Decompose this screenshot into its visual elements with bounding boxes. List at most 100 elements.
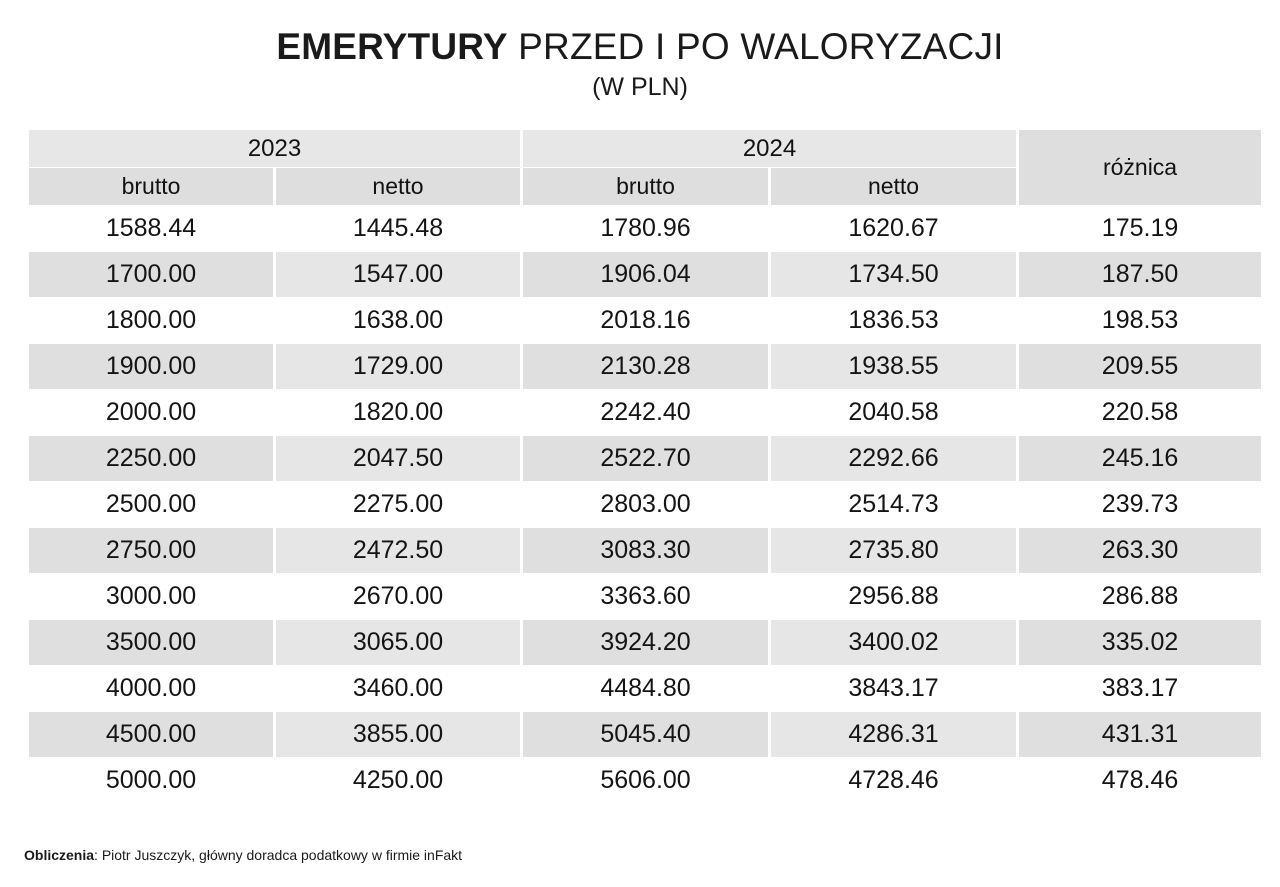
table-row: 4000.00 3460.00 4484.80 3843.17 383.17 [29,666,1262,711]
table-cell: 3924.20 [523,620,769,665]
table-cell: 2522.70 [523,436,769,481]
table-row: 1588.44 1445.48 1780.96 1620.67 175.19 [29,206,1262,251]
table-cell: 1800.00 [29,298,273,343]
table-cell: 478.46 [1019,758,1262,803]
table-cell: 1445.48 [276,206,521,251]
table-cell: 2514.73 [771,482,1017,527]
table-cell: 220.58 [1019,390,1262,435]
header-difference: różnica [1019,130,1262,205]
table-cell: 2242.40 [523,390,769,435]
table-head: 2023 2024 różnica brutto netto brutto ne… [29,130,1262,205]
table-cell: 175.19 [1019,206,1262,251]
table-cell: 1638.00 [276,298,521,343]
table-cell: 335.02 [1019,620,1262,665]
table-cell: 2000.00 [29,390,273,435]
table-cell: 4286.31 [771,712,1017,757]
source-note-separator: : [94,847,102,863]
table-cell: 209.55 [1019,344,1262,389]
table-row: 1700.00 1547.00 1906.04 1734.50 187.50 [29,252,1262,297]
table-row: 4500.00 3855.00 5045.40 4286.31 431.31 [29,712,1262,757]
table-cell: 187.50 [1019,252,1262,297]
table-cell: 3855.00 [276,712,521,757]
header-2023-netto: netto [276,168,521,205]
table-cell: 2750.00 [29,528,273,573]
table-cell: 2500.00 [29,482,273,527]
table-cell: 2018.16 [523,298,769,343]
title-block: EMERYTURY PRZED I PO WALORYZACJI (W PLN) [0,0,1280,103]
table-cell: 1547.00 [276,252,521,297]
table-cell: 2670.00 [276,574,521,619]
header-2023-brutto: brutto [29,168,273,205]
table-cell: 3460.00 [276,666,521,711]
table-cell: 431.31 [1019,712,1262,757]
table-cell: 2047.50 [276,436,521,481]
table-cell: 239.73 [1019,482,1262,527]
table-cell: 2250.00 [29,436,273,481]
table-cell: 1780.96 [523,206,769,251]
table-cell: 263.30 [1019,528,1262,573]
table-row: 2250.00 2047.50 2522.70 2292.66 245.16 [29,436,1262,481]
header-year-2024: 2024 [523,130,1017,167]
table-cell: 5045.40 [523,712,769,757]
table-cell: 3843.17 [771,666,1017,711]
header-2024-netto: netto [771,168,1017,205]
source-note-text: Piotr Juszczyk, główny doradca podatkowy… [101,847,463,863]
table-header-subrow: brutto netto brutto netto [29,168,1261,205]
table-row: 2000.00 1820.00 2242.40 2040.58 220.58 [29,390,1262,435]
table-cell: 2956.88 [771,574,1017,619]
table-cell: 286.88 [1019,574,1262,619]
table-cell: 5000.00 [29,758,273,803]
table-cell: 1588.44 [29,206,273,251]
table-cell: 3083.30 [523,528,769,573]
table-cell: 3363.60 [523,574,769,619]
table-row: 3000.00 2670.00 3363.60 2956.88 286.88 [29,574,1262,619]
table-cell: 1734.50 [771,252,1017,297]
table-cell: 245.16 [1019,436,1262,481]
table-cell: 1620.67 [771,206,1017,251]
table-row: 1800.00 1638.00 2018.16 1836.53 198.53 [29,298,1262,343]
page-subtitle: (W PLN) [592,73,688,101]
table-body: 1588.44 1445.48 1780.96 1620.67 175.19 1700.0… [29,206,1262,803]
table-cell: 4500.00 [29,712,273,757]
table-cell: 1900.00 [29,344,273,389]
table-cell: 1906.04 [523,252,769,297]
table-cell: 4000.00 [29,666,273,711]
table-cell: 2130.28 [523,344,769,389]
page-title: EMERYTURY PRZED I PO WALORYZACJI [0,24,1280,69]
table-cell: 3065.00 [276,620,521,665]
table-cell: 5606.00 [523,758,769,803]
table-cell: 1836.53 [771,298,1017,343]
table-cell: 383.17 [1019,666,1262,711]
table-cell: 1820.00 [276,390,521,435]
table-cell: 3500.00 [29,620,273,665]
header-year-2023: 2023 [29,130,521,167]
table-cell: 1729.00 [276,344,521,389]
table-header-group-row: 2023 2024 różnica [29,130,1262,205]
source-note: Obliczenia: Piotr Juszczyk, główny dorad… [24,845,462,865]
table-cell: 198.53 [1019,298,1262,343]
table-row: 2750.00 2472.50 3083.30 2735.80 263.30 [29,528,1262,573]
table-cell: 1700.00 [29,252,273,297]
pension-table-container: 2023 2024 różnica brutto netto brutto ne… [26,129,1262,804]
table-cell: 4728.46 [771,758,1017,803]
header-2024-brutto: brutto [523,168,769,205]
table-cell: 3000.00 [29,574,273,619]
table-cell: 4484.80 [523,666,769,711]
table-row: 5000.00 4250.00 5606.00 4728.46 478.46 [29,758,1262,803]
page-title-strong: EMERYTURY [276,26,508,67]
table-cell: 3400.02 [771,620,1017,665]
pension-table: 2023 2024 różnica brutto netto brutto ne… [26,129,1264,804]
page-title-light: PRZED I PO WALORYZACJI [507,26,1004,67]
table-row: 2500.00 2275.00 2803.00 2514.73 239.73 [29,482,1262,527]
table-cell: 2040.58 [771,390,1017,435]
table-row: 3500.00 3065.00 3924.20 3400.02 335.02 [29,620,1262,665]
table-cell: 2803.00 [523,482,769,527]
table-cell: 2292.66 [771,436,1017,481]
source-note-label: Obliczenia [24,847,95,863]
table-cell: 2275.00 [276,482,521,527]
table-cell: 2735.80 [771,528,1017,573]
table-cell: 1938.55 [771,344,1017,389]
table-cell: 2472.50 [276,528,521,573]
table-cell: 4250.00 [276,758,521,803]
